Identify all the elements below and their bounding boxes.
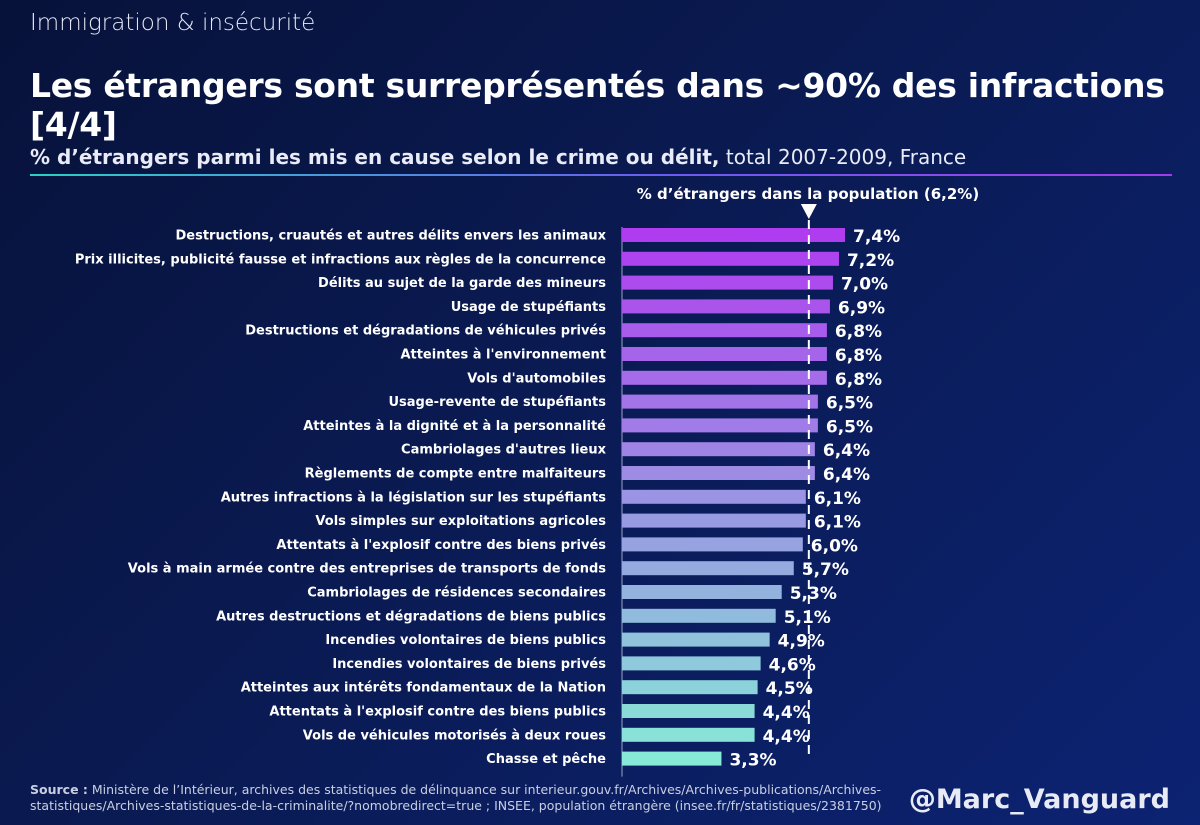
bar xyxy=(622,537,803,552)
subtitle-strong: % d’étrangers parmi les mis en cause sel… xyxy=(30,145,720,169)
kicker: Immigration & insécurité xyxy=(30,10,316,36)
value-label: 6,1% xyxy=(814,489,861,509)
value-label: 4,5% xyxy=(766,679,813,699)
value-label: 6,5% xyxy=(826,417,873,437)
category-label: Atteintes aux intérêts fondamentaux de l… xyxy=(241,681,606,696)
category-label: Vols simples sur exploitations agricoles xyxy=(315,514,606,529)
bar xyxy=(622,347,827,361)
source-note: Source : Ministère de l’Intérieur, archi… xyxy=(30,782,910,814)
category-label: Vols de véhicules motorisés à deux roues xyxy=(303,728,606,743)
value-label: 4,4% xyxy=(763,703,810,723)
bar xyxy=(622,608,776,623)
reference-label: % d’étrangers dans la population (6,2%) xyxy=(637,185,979,203)
source-text: Ministère de l’Intérieur, archives des s… xyxy=(30,782,882,813)
category-label: Attentats à l'explosif contre des biens … xyxy=(276,538,606,553)
bar xyxy=(622,275,833,290)
bar xyxy=(622,513,806,528)
category-label: Vols à main armée contre des entreprises… xyxy=(128,562,606,577)
category-label: Incendies volontaires de biens publics xyxy=(325,633,606,648)
value-label: 7,4% xyxy=(853,227,900,247)
category-label: Attentats à l'explosif contre des biens … xyxy=(269,705,606,720)
bar xyxy=(622,442,815,457)
category-label: Prix illicites, publicité fausse et infr… xyxy=(75,252,606,267)
bar xyxy=(622,466,815,480)
category-label: Délits au sujet de la garde des mineurs xyxy=(318,276,606,291)
bar xyxy=(622,680,758,695)
bar xyxy=(622,299,830,314)
bar xyxy=(622,561,794,576)
bar xyxy=(622,418,818,433)
source-label: Source : xyxy=(30,782,88,797)
bar xyxy=(622,704,755,718)
category-label: Atteintes à l'environnement xyxy=(400,348,606,363)
subtitle-rest: total 2007-2009, France xyxy=(719,145,967,169)
value-label: 6,4% xyxy=(823,441,870,461)
value-label: 7,2% xyxy=(847,251,894,271)
category-label: Cambriolages d'autres lieux xyxy=(401,443,607,458)
bar xyxy=(622,751,722,766)
value-label: 6,8% xyxy=(835,370,882,390)
category-label: Usage-revente de stupéfiants xyxy=(388,395,606,410)
bar xyxy=(622,656,761,671)
value-label: 6,8% xyxy=(835,346,882,366)
category-label: Autres destructions et dégradations de b… xyxy=(216,609,606,624)
category-label: Autres infractions à la législation sur … xyxy=(221,490,607,505)
reference-marker xyxy=(800,204,817,219)
category-label: Cambriolages de résidences secondaires xyxy=(307,586,606,601)
title-divider xyxy=(30,174,1172,176)
bar xyxy=(622,394,818,409)
category-label: Vols d'automobiles xyxy=(467,371,606,386)
bar xyxy=(622,727,755,742)
category-label: Incendies volontaires de biens privés xyxy=(332,657,606,672)
chart-subtitle: % d’étrangers parmi les mis en cause sel… xyxy=(30,145,1180,169)
value-label: 3,3% xyxy=(729,751,776,771)
value-label: 7,0% xyxy=(841,275,888,295)
page-title: Les étrangers sont surreprésentés dans ~… xyxy=(30,66,1165,144)
bar xyxy=(622,251,839,266)
value-label: 6,1% xyxy=(814,513,861,533)
bar xyxy=(622,585,782,599)
category-label: Règlements de compte entre malfaiteurs xyxy=(305,467,607,482)
value-label: 4,4% xyxy=(763,727,810,747)
bar xyxy=(622,632,770,647)
value-label: 6,5% xyxy=(826,394,873,414)
category-label: Atteintes à la dignité et à la personnal… xyxy=(303,419,606,434)
value-label: 6,4% xyxy=(823,465,870,485)
value-label: 6,9% xyxy=(838,298,885,318)
category-label: Usage de stupéfiants xyxy=(451,300,607,315)
bar xyxy=(622,489,806,504)
value-label: 4,9% xyxy=(778,632,825,652)
value-label: 5,7% xyxy=(802,560,849,580)
value-label: 4,6% xyxy=(769,655,816,675)
bar xyxy=(622,323,827,338)
category-label: Chasse et pêche xyxy=(486,752,606,767)
value-label: 6,0% xyxy=(811,536,858,556)
category-label: Destructions et dégradations de véhicule… xyxy=(245,324,606,339)
value-label: 6,8% xyxy=(835,322,882,342)
bar xyxy=(622,228,845,242)
category-label: Destructions, cruautés et autres délits … xyxy=(175,229,606,244)
value-label: 5,1% xyxy=(784,608,831,628)
bar xyxy=(622,370,827,385)
value-label: 5,3% xyxy=(790,584,837,604)
author-handle: @Marc_Vanguard xyxy=(908,784,1170,815)
